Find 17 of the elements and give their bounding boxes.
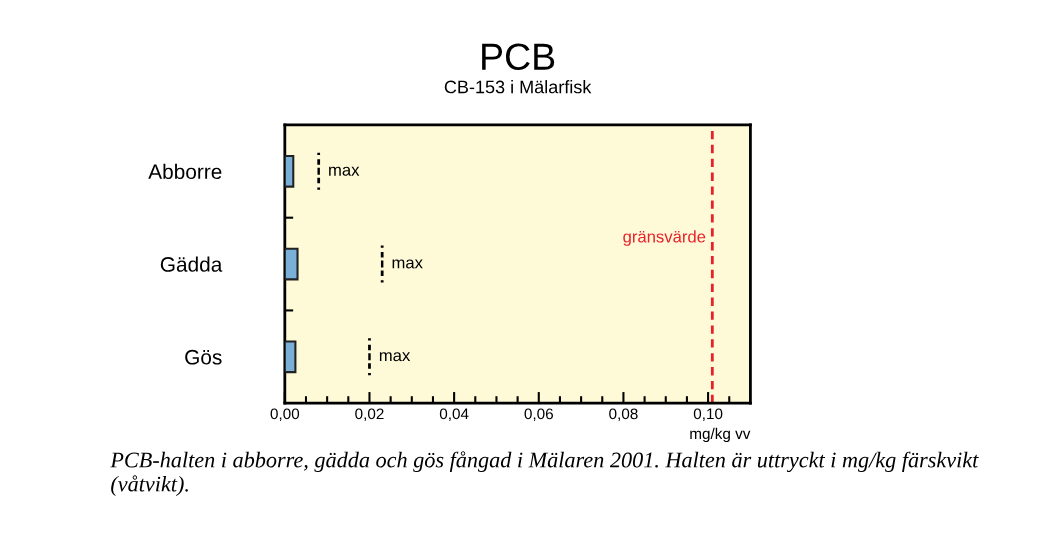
chart-title: PCB — [482, 43, 555, 71]
ref-line-label: gränsvärde — [623, 230, 706, 246]
chart-subtitle: CB-153 i Mälarfisk — [444, 80, 592, 94]
x-tick-label: 0,02 — [355, 408, 384, 422]
x-axis-title: mg/kg vv — [690, 427, 751, 443]
legend-label: max — [329, 166, 360, 176]
y-tick-label: Gädda — [160, 256, 223, 272]
x-tick-label: 0,00 — [270, 408, 300, 422]
text: max — [392, 259, 423, 269]
x-tick-label: 0,04 — [439, 408, 469, 422]
x-tick-label: 0,06 — [524, 408, 553, 422]
text: PCB-halten i abborre, gädda och gös fångad i Mälaren 2001. Halten är uttryckt i mg/kg färskvikt (våtvikt). — [110, 451, 979, 497]
y-tick-label: Abborre — [148, 163, 222, 180]
text: max — [379, 352, 411, 362]
y-tick-label: Gös — [185, 349, 222, 365]
x-tick-label: 0,08 — [609, 408, 638, 422]
x-tick-label: 0,10 — [693, 408, 723, 422]
